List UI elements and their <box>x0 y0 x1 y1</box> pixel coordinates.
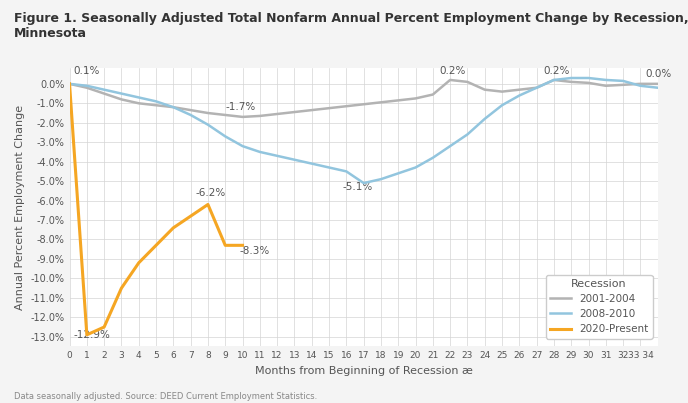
2001-2004 <box>152 103 160 108</box>
Y-axis label: Annual Percent Employment Change: Annual Percent Employment Change <box>15 105 25 310</box>
2008-2010 <box>515 93 524 98</box>
Text: 0.1%: 0.1% <box>73 66 99 77</box>
2001-2004 <box>325 106 333 110</box>
2020-Present <box>152 243 160 248</box>
2008-2010 <box>602 77 610 82</box>
2001-2004 <box>290 110 299 114</box>
2008-2010 <box>204 122 212 127</box>
2001-2004 <box>515 87 524 92</box>
Legend: 2001-2004, 2008-2010, 2020-Present: 2001-2004, 2008-2010, 2020-Present <box>546 274 652 339</box>
Text: Figure 1. Seasonally Adjusted Total Nonfarm Annual Percent Employment Change by : Figure 1. Seasonally Adjusted Total Nonf… <box>14 12 688 40</box>
Text: Data seasonally adjusted. Source: DEED Current Employment Statistics.: Data seasonally adjusted. Source: DEED C… <box>14 392 317 401</box>
2020-Present <box>186 214 195 218</box>
2008-2010 <box>169 105 178 110</box>
2020-Present <box>100 325 108 330</box>
2008-2010 <box>533 85 541 90</box>
2001-2004 <box>377 100 385 105</box>
2008-2010 <box>273 154 281 158</box>
2008-2010 <box>65 81 74 86</box>
2001-2004 <box>65 81 74 86</box>
2001-2004 <box>619 82 627 87</box>
Text: -6.2%: -6.2% <box>196 188 226 197</box>
2001-2004 <box>429 92 437 97</box>
Text: 0.2%: 0.2% <box>440 66 466 77</box>
Text: -1.7%: -1.7% <box>225 102 255 112</box>
2020-Present <box>135 260 143 265</box>
Line: 2001-2004: 2001-2004 <box>69 80 658 117</box>
2008-2010 <box>567 76 575 81</box>
Text: -5.1%: -5.1% <box>343 182 373 192</box>
2008-2010 <box>463 132 471 137</box>
2008-2010 <box>377 177 385 182</box>
2008-2010 <box>239 144 247 149</box>
2020-Present <box>118 286 126 291</box>
2001-2004 <box>204 110 212 115</box>
Line: 2008-2010: 2008-2010 <box>69 78 658 183</box>
2008-2010 <box>411 165 420 170</box>
2008-2010 <box>290 157 299 162</box>
2001-2004 <box>567 79 575 84</box>
2001-2004 <box>533 85 541 90</box>
2008-2010 <box>584 76 592 81</box>
2001-2004 <box>135 101 143 106</box>
2020-Present <box>169 225 178 230</box>
2020-Present <box>65 81 74 86</box>
Text: -12.9%: -12.9% <box>73 330 110 340</box>
2001-2004 <box>83 85 91 90</box>
2008-2010 <box>100 87 108 92</box>
2001-2004 <box>481 87 489 92</box>
2008-2010 <box>342 169 350 174</box>
2008-2010 <box>221 134 229 139</box>
2008-2010 <box>636 83 645 88</box>
2020-Present <box>239 243 247 248</box>
2008-2010 <box>394 171 402 176</box>
2008-2010 <box>83 83 91 88</box>
2020-Present <box>83 332 91 337</box>
2001-2004 <box>239 114 247 119</box>
2008-2010 <box>498 103 506 108</box>
2008-2010 <box>446 144 454 149</box>
2008-2010 <box>550 77 558 82</box>
2008-2010 <box>186 112 195 117</box>
2008-2010 <box>135 95 143 100</box>
2008-2010 <box>308 161 316 166</box>
2001-2004 <box>342 104 350 109</box>
2008-2010 <box>118 91 126 96</box>
2008-2010 <box>360 181 368 185</box>
2001-2004 <box>498 89 506 94</box>
2001-2004 <box>411 96 420 101</box>
2001-2004 <box>654 81 662 86</box>
2001-2004 <box>602 83 610 88</box>
Text: 0.2%: 0.2% <box>544 66 570 77</box>
2001-2004 <box>394 98 402 103</box>
2001-2004 <box>308 108 316 112</box>
2001-2004 <box>550 77 558 82</box>
2001-2004 <box>463 79 471 84</box>
2001-2004 <box>169 105 178 110</box>
2008-2010 <box>325 165 333 170</box>
2001-2004 <box>273 112 281 116</box>
Text: 0.0%: 0.0% <box>645 69 672 79</box>
2008-2010 <box>152 99 160 104</box>
Line: 2020-Present: 2020-Present <box>69 84 243 335</box>
2008-2010 <box>654 85 662 90</box>
2008-2010 <box>619 79 627 83</box>
2008-2010 <box>256 150 264 154</box>
2020-Present <box>221 243 229 248</box>
2008-2010 <box>481 116 489 121</box>
2001-2004 <box>100 91 108 96</box>
2001-2004 <box>256 114 264 118</box>
2020-Present <box>204 202 212 207</box>
Text: -8.3%: -8.3% <box>239 246 269 256</box>
2001-2004 <box>186 108 195 112</box>
2001-2004 <box>118 97 126 102</box>
2001-2004 <box>221 112 229 117</box>
X-axis label: Months from Beginning of Recession æ: Months from Beginning of Recession æ <box>255 366 473 376</box>
2001-2004 <box>446 77 454 82</box>
2001-2004 <box>636 81 645 86</box>
2008-2010 <box>429 155 437 160</box>
2001-2004 <box>584 81 592 85</box>
2001-2004 <box>360 102 368 107</box>
